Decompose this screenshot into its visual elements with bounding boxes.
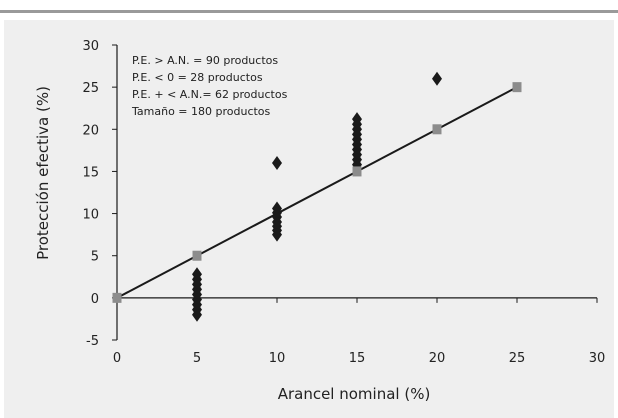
y-tick-label: 10	[82, 208, 99, 223]
annotation-line-3: P.E. + < A.N.= 62 productos	[132, 88, 288, 101]
square-marker	[192, 250, 202, 261]
annotation-line-1: P.E. > A.N. = 90 productos	[132, 54, 278, 67]
data-marks	[112, 71, 522, 322]
diamond-marker	[432, 71, 442, 86]
y-tick-label: 20	[82, 123, 99, 138]
x-tick-label: 30	[589, 351, 606, 366]
annotation-line-2: P.E. < 0 = 28 productos	[132, 71, 263, 84]
chart-panel	[4, 20, 614, 418]
y-tick-label: 30	[82, 39, 99, 54]
square-marker	[352, 166, 362, 177]
y-axis-title: Protección efectiva (%)	[34, 86, 52, 260]
tick-labels: -5 0 5 10 15 20 25 30 0 5 10 15 20 25 30	[82, 39, 605, 366]
x-tick-label: 15	[349, 351, 366, 366]
top-rule	[0, 10, 618, 13]
square-marker	[512, 82, 522, 93]
x-tick-label: 0	[113, 351, 121, 366]
y-tick-label: 15	[82, 165, 99, 180]
diamond-marker	[272, 156, 282, 170]
diamond-marker	[192, 307, 202, 322]
diamond-marker	[272, 227, 282, 242]
y-tick-label: 5	[91, 250, 99, 265]
trend-line	[116, 86, 518, 299]
annotation-line-4: Tamaño = 180 productos	[131, 105, 271, 118]
x-tick-label: 20	[429, 351, 446, 366]
x-tick-label: 5	[193, 351, 201, 366]
x-tick-label: 10	[269, 351, 286, 366]
square-marker	[112, 292, 122, 303]
y-tick-label: -5	[86, 334, 99, 349]
x-axis-title: Arancel nominal (%)	[278, 385, 431, 403]
y-tick-label: 25	[82, 81, 99, 96]
square-marker	[432, 124, 442, 135]
y-tick-label: 0	[91, 292, 99, 307]
x-tick-label: 25	[509, 351, 526, 366]
annotation-block: P.E. > A.N. = 90 productos P.E. < 0 = 28…	[131, 54, 288, 118]
